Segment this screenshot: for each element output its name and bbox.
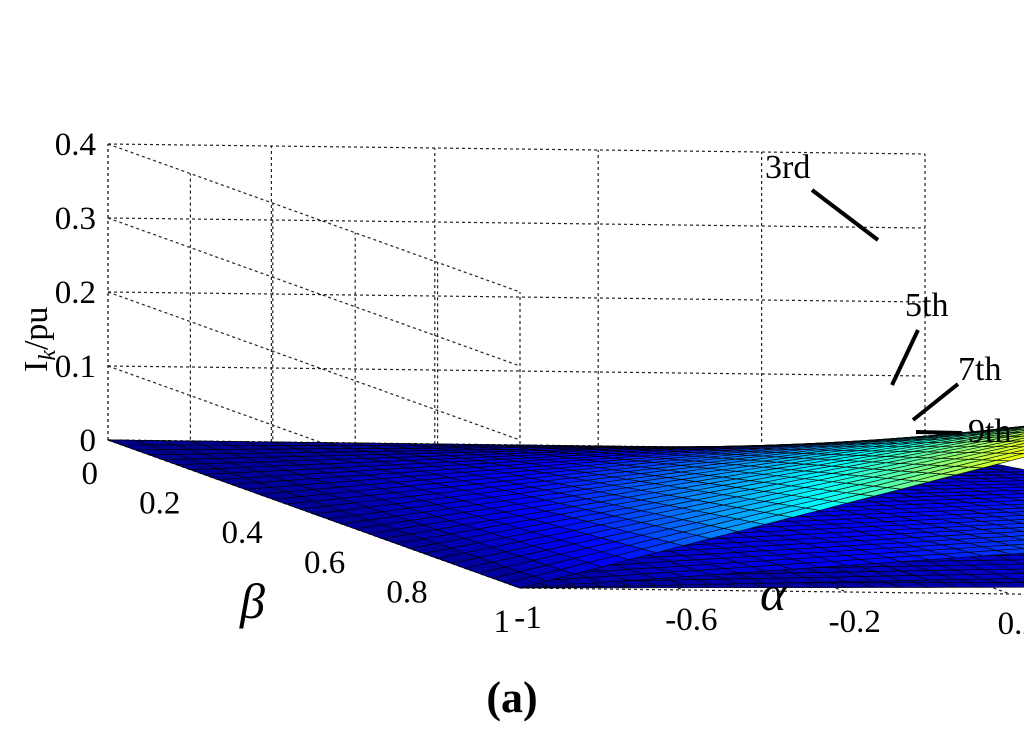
panel-letter: a <box>501 673 523 722</box>
z-axis-label-main: I <box>18 361 55 372</box>
surfaces <box>107 425 1024 589</box>
surface-patch <box>1009 535 1024 541</box>
surface-patch <box>1007 477 1024 482</box>
z-axis-label: Ik/pu <box>18 307 61 372</box>
annotation-5th: 5th <box>905 287 948 324</box>
z-axis-label-sub: k <box>35 350 61 361</box>
z-tick-label: 0.1 <box>55 349 96 385</box>
surface-patch <box>996 446 1024 454</box>
y-tick-label: 0.8 <box>386 574 427 610</box>
leader-line-5th <box>890 329 920 386</box>
surface-patch <box>996 548 1024 555</box>
surface-patch <box>1021 486 1024 489</box>
grid-line-z-wall-alpha <box>107 217 926 229</box>
surface-patch <box>996 563 1024 570</box>
surface-patch <box>1008 425 1024 429</box>
surface-patch <box>994 474 1024 479</box>
annotation-3rd: 3rd <box>765 149 810 186</box>
annotation-7th: 7th <box>958 351 1001 388</box>
x-tick-label: 0.2 <box>998 606 1024 642</box>
y-tick-label: 0 <box>82 456 99 492</box>
surface-patch <box>995 554 1024 561</box>
surface-patch <box>1008 490 1024 495</box>
surface-patch <box>1009 519 1024 524</box>
surface-patch <box>1008 430 1024 434</box>
surface-patch <box>1009 433 1024 437</box>
z-tick-label: 0.3 <box>55 201 96 237</box>
surface-patch <box>1009 449 1024 454</box>
annotations: 3rd 5th 7th 9th <box>765 149 1011 450</box>
grid-line-z-wall-beta <box>107 291 521 441</box>
panel-open: ( <box>486 673 501 722</box>
axes: 0 0.1 0.2 0.3 0.4 0 0.2 0.4 0.6 0.8 1-1 -0.6 -0.2 0.2… <box>55 127 1024 642</box>
surface-patch <box>995 500 1024 506</box>
leader-line-3rd <box>810 188 880 242</box>
surface-patch <box>1009 443 1024 448</box>
y-axis-label: β <box>239 573 265 629</box>
surface-patch <box>995 435 1024 442</box>
x-axis-label: α <box>760 565 788 621</box>
surface-patch <box>995 428 1024 434</box>
surface-patch <box>1022 425 1024 427</box>
surface-patch <box>994 486 1024 492</box>
surface-patch <box>1009 568 1024 574</box>
surface-patch <box>993 468 1024 473</box>
leader-line-9th <box>915 430 963 435</box>
grid-line-z-wall-beta <box>107 365 521 515</box>
surface-patch <box>1008 483 1024 488</box>
surface-3rd <box>107 425 1024 589</box>
surface-patch <box>995 523 1024 529</box>
y-tick-label: 0.2 <box>139 486 180 522</box>
surface-patch <box>995 507 1024 513</box>
panel-close: ) <box>523 673 538 722</box>
z-axis-label-unit: /pu <box>18 307 55 350</box>
surface-patch <box>996 573 1024 579</box>
surface-patch <box>1008 511 1024 516</box>
surface-patch <box>1007 471 1024 476</box>
z-tick-label: 0.4 <box>55 127 96 163</box>
grid-line-z-wall-alpha <box>107 291 926 303</box>
surface-patch <box>1009 559 1024 565</box>
annotation-9th: 9th <box>968 413 1011 450</box>
surface-patch <box>1009 543 1024 549</box>
y-tick-label: 1 <box>494 604 511 640</box>
grid-line-z-wall-alpha <box>107 143 926 155</box>
z-tick-label: 0.2 <box>55 275 96 311</box>
surface-patch <box>995 515 1024 521</box>
z-tick-label: 0 <box>80 423 97 459</box>
x-tick-label: -0.6 <box>665 602 717 638</box>
surface-patch <box>996 453 1024 462</box>
grid-line-z-wall-beta <box>107 217 521 367</box>
x-tick-label: -0.2 <box>829 604 881 640</box>
surface-patch <box>1008 503 1024 509</box>
panel-label: (a) <box>0 672 1024 723</box>
surface-patch <box>1009 437 1024 442</box>
surface-patch <box>994 480 1024 485</box>
leader-line-7th <box>911 382 960 422</box>
surface-patch <box>995 531 1024 537</box>
surface-patch <box>1008 496 1024 502</box>
surface-patch <box>995 440 1024 448</box>
surface-patch <box>995 431 1024 438</box>
grid-line-z-wall-alpha <box>107 365 926 377</box>
surface-patch <box>994 493 1024 499</box>
grid-line-floor-beta <box>519 587 1024 595</box>
surface-patch <box>996 539 1024 546</box>
surface-patch <box>1008 426 1024 429</box>
surface-patch <box>1021 474 1024 476</box>
surface-patch <box>1009 527 1024 532</box>
x-tick-label: -1 <box>514 600 542 636</box>
grid-line-z-wall-beta <box>107 143 521 293</box>
y-tick-label: 0.4 <box>222 515 263 551</box>
surface-patch <box>996 582 1024 588</box>
y-tick-label: 0.6 <box>304 545 345 581</box>
surface-patch <box>1009 577 1024 583</box>
surface-patch <box>1021 480 1024 482</box>
surface-patch <box>1008 427 1024 431</box>
